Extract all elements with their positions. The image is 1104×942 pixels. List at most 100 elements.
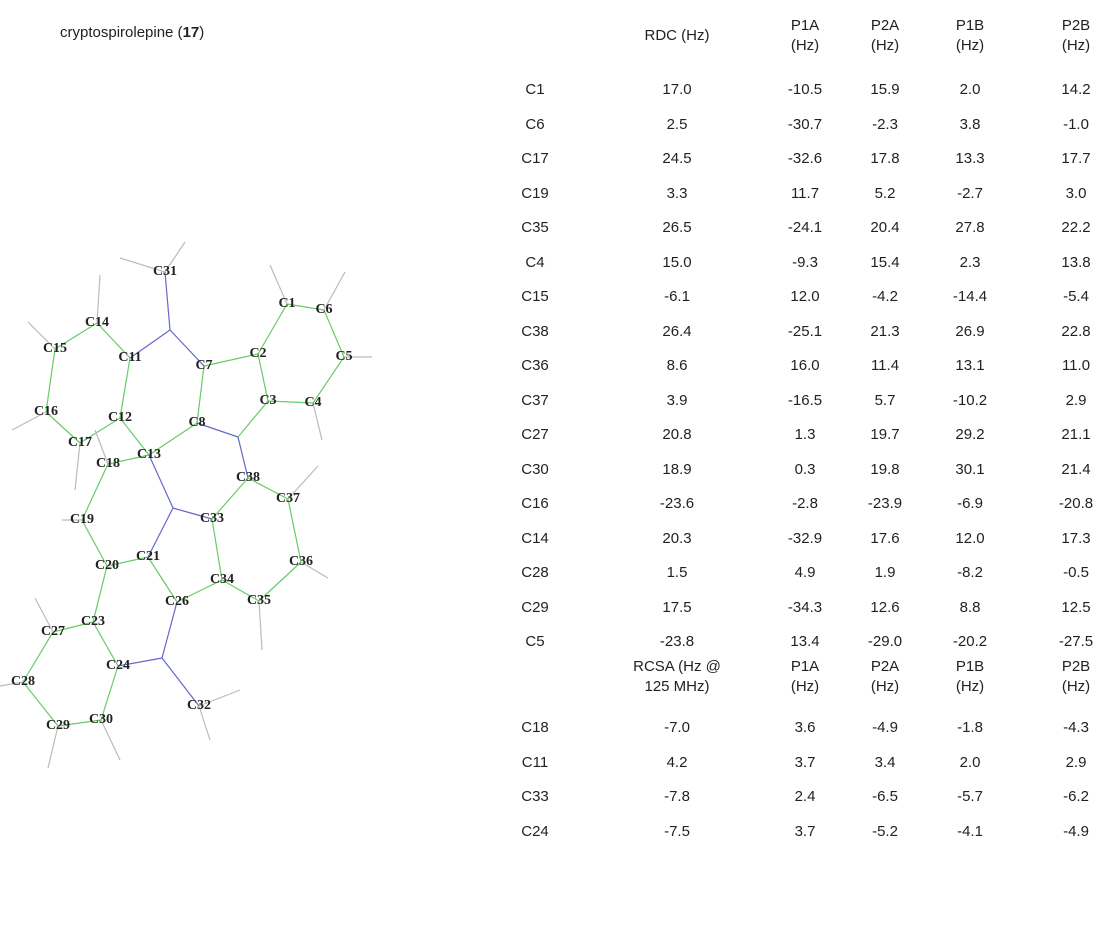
table-cell: -5.2 — [872, 822, 898, 842]
table-cell: 4.9 — [795, 563, 816, 583]
table-cell: 21.3 — [870, 322, 899, 342]
row-label: C36 — [521, 356, 549, 376]
table-cell: -23.6 — [660, 494, 694, 514]
atom-label: C18 — [96, 456, 120, 471]
atom-label: C21 — [136, 549, 160, 564]
atom-label: C11 — [118, 350, 141, 365]
table-cell: 1.3 — [795, 425, 816, 445]
table-cell: 3.3 — [667, 184, 688, 204]
column-header: P2A (Hz) — [865, 657, 905, 697]
table-cell: 13.3 — [955, 149, 984, 169]
table-cell: -10.5 — [788, 80, 822, 100]
table-cell: 22.2 — [1061, 218, 1090, 238]
bond — [288, 499, 301, 562]
column-header: RDC (Hz) — [645, 26, 710, 46]
table-cell: -2.3 — [872, 115, 898, 135]
table-cell: 19.8 — [870, 460, 899, 480]
column-header: P2B (Hz) — [1056, 657, 1096, 697]
table-cell: 2.9 — [1066, 753, 1087, 773]
atom-label: C28 — [11, 674, 35, 689]
table-cell: -4.2 — [872, 287, 898, 307]
atom-label: C7 — [195, 358, 212, 373]
table-cell: 26.4 — [662, 322, 691, 342]
atom-label: C5 — [335, 349, 352, 364]
table-cell: 20.4 — [870, 218, 899, 238]
row-label: C16 — [521, 494, 549, 514]
column-header: P2B (Hz) — [1056, 16, 1096, 56]
table-cell: 26.9 — [955, 322, 984, 342]
row-label: C29 — [521, 598, 549, 618]
row-label: C27 — [521, 425, 549, 445]
column-header: P1A (Hz) — [785, 16, 825, 56]
table-cell: 3.4 — [875, 753, 896, 773]
table-cell: 14.2 — [1061, 80, 1090, 100]
atom-label: C32 — [187, 698, 211, 713]
atom-label: C12 — [108, 410, 132, 425]
bond — [120, 358, 130, 418]
bond — [162, 602, 177, 658]
table-cell: 12.0 — [790, 287, 819, 307]
table-cell: 17.3 — [1061, 529, 1090, 549]
table-cell: 3.7 — [795, 822, 816, 842]
table-cell: 20.3 — [662, 529, 691, 549]
table-cell: 12.6 — [870, 598, 899, 618]
table-cell: -5.4 — [1063, 287, 1089, 307]
atom-label: C38 — [236, 470, 260, 485]
table-cell: 3.9 — [667, 391, 688, 411]
table-cell: -23.8 — [660, 632, 694, 652]
table-cell: -7.5 — [664, 822, 690, 842]
h-bond — [259, 601, 262, 650]
atom-label: C13 — [137, 447, 161, 462]
table-cell: 2.0 — [960, 753, 981, 773]
table-cell: 18.9 — [662, 460, 691, 480]
table-cell: -7.0 — [664, 718, 690, 738]
table-cell: 21.4 — [1061, 460, 1090, 480]
table-cell: 17.6 — [870, 529, 899, 549]
table-cell: -4.3 — [1063, 718, 1089, 738]
table-cell: -9.3 — [792, 253, 818, 273]
atom-label: C1 — [278, 296, 295, 311]
table-cell: -8.2 — [957, 563, 983, 583]
atom-label: C34 — [210, 572, 234, 587]
atom-label: C24 — [106, 658, 130, 673]
table-cell: 3.8 — [960, 115, 981, 135]
table-cell: -1.8 — [957, 718, 983, 738]
table-cell: -25.1 — [788, 322, 822, 342]
table-cell: -5.7 — [957, 787, 983, 807]
table-cell: 26.5 — [662, 218, 691, 238]
table-cell: 2.0 — [960, 80, 981, 100]
table-cell: 5.7 — [875, 391, 896, 411]
row-label: C11 — [522, 753, 548, 773]
table-cell: 0.3 — [795, 460, 816, 480]
table-cell: 3.7 — [795, 753, 816, 773]
atom-label: C26 — [165, 594, 189, 609]
bond — [149, 455, 173, 508]
table-cell: -6.1 — [664, 287, 690, 307]
table-cell: -4.9 — [872, 718, 898, 738]
table-cell: 16.0 — [790, 356, 819, 376]
table-cell: -30.7 — [788, 115, 822, 135]
table-cell: -6.9 — [957, 494, 983, 514]
table-cell: 1.9 — [875, 563, 896, 583]
table-cell: -32.6 — [788, 149, 822, 169]
atom-label: C6 — [315, 302, 332, 317]
table-cell: -6.5 — [872, 787, 898, 807]
atom-label: C8 — [188, 415, 205, 430]
row-label: C28 — [521, 563, 549, 583]
row-label: C38 — [521, 322, 549, 342]
table-cell: -10.2 — [953, 391, 987, 411]
atom-label: C31 — [153, 264, 177, 279]
column-header: P1A (Hz) — [785, 657, 825, 697]
row-label: C33 — [521, 787, 549, 807]
table-cell: -6.2 — [1063, 787, 1089, 807]
table-cell: 11.4 — [871, 356, 899, 376]
table-cell: -2.8 — [792, 494, 818, 514]
table-cell: 17.7 — [1061, 149, 1090, 169]
table-cell: -1.0 — [1063, 115, 1089, 135]
atom-label: C19 — [70, 512, 94, 527]
row-label: C4 — [525, 253, 544, 273]
table-cell: 2.4 — [795, 787, 816, 807]
table-cell: 13.4 — [790, 632, 819, 652]
table-cell: -2.7 — [957, 184, 983, 204]
atom-label: C20 — [95, 558, 119, 573]
